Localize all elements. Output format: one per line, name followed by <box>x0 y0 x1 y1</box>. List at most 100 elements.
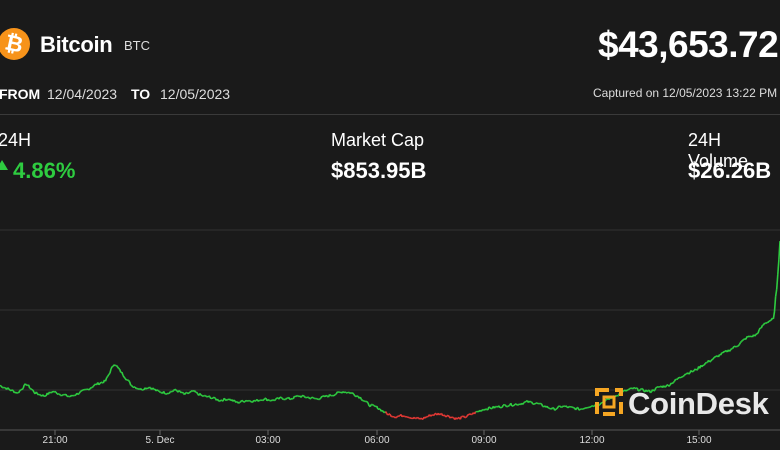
price-line-segment <box>233 399 236 402</box>
price-line-segment <box>202 394 205 398</box>
price-line-segment <box>36 393 40 396</box>
price-line-segment <box>308 396 311 400</box>
price-line-segment <box>469 413 472 416</box>
current-price: $43,653.72 <box>598 24 779 65</box>
price-line-segment <box>319 397 322 400</box>
price-line-segment <box>234 400 237 403</box>
price-line-segment <box>22 384 25 389</box>
price-line-segment <box>105 375 109 379</box>
price-line-segment <box>300 395 303 398</box>
price-line-segment <box>415 416 419 419</box>
price-line-segment <box>88 388 91 391</box>
price-line-segment <box>79 390 82 393</box>
price-line-segment <box>116 366 120 369</box>
price-line-segment <box>191 389 194 392</box>
price-line-segment <box>482 408 485 411</box>
price-line-segment <box>174 388 177 391</box>
market-cap-label: Market Cap <box>331 130 425 150</box>
price-line-segment <box>127 379 129 382</box>
price-line-segment <box>10 389 13 392</box>
price-line-segment <box>136 387 139 390</box>
price-line-segment <box>123 376 126 380</box>
price-line-segment <box>91 385 94 389</box>
price-line-segment <box>14 391 18 394</box>
price-line-segment <box>746 335 749 338</box>
price-line-segment <box>317 398 319 401</box>
price-line-segment <box>131 385 134 388</box>
price-line-segment <box>589 405 592 408</box>
price-line-segment <box>94 383 97 386</box>
price-line-segment <box>38 393 40 396</box>
price-line-segment <box>11 389 14 392</box>
price-line-segment <box>457 416 460 419</box>
price-line-segment <box>513 403 516 406</box>
price-line-segment <box>325 394 328 397</box>
price-line-segment <box>664 384 668 388</box>
price-line-segment <box>371 403 374 406</box>
price-line-segment <box>32 389 35 393</box>
price-line-segment <box>303 395 306 399</box>
price-line-segment <box>662 385 666 388</box>
price-line-segment <box>483 408 487 411</box>
price-line-segment <box>147 386 151 389</box>
price-line-segment <box>43 395 46 398</box>
price-line-segment <box>402 415 405 418</box>
price-line-segment <box>208 395 211 398</box>
price-line-segment <box>737 344 741 347</box>
price-line-segment <box>237 401 240 404</box>
price-line-segment <box>401 415 404 418</box>
price-line-segment <box>384 411 388 414</box>
price-line-segment <box>757 329 760 334</box>
price-line-segment <box>633 386 636 389</box>
price-line-segment <box>632 387 635 390</box>
price-line-segment <box>253 399 256 402</box>
price-line-segment <box>775 274 779 290</box>
price-line-segment <box>24 383 28 386</box>
price-line-segment <box>360 398 364 402</box>
price-line-segment <box>701 364 704 368</box>
range-to-date[interactable]: 12/05/2023 <box>160 86 231 102</box>
price-line-segment <box>560 406 563 409</box>
price-line-segment <box>565 405 568 408</box>
price-line-segment <box>187 392 190 395</box>
price-line-segment <box>58 393 62 396</box>
x-tick-label: 21:00 <box>42 435 67 446</box>
price-line-segment <box>152 387 155 390</box>
price-line-segment <box>413 416 416 420</box>
price-line-segment <box>181 391 185 394</box>
price-line-segment <box>209 396 212 400</box>
price-line-segment <box>655 386 658 389</box>
price-line-segment <box>328 393 332 397</box>
price-line-segment <box>445 415 448 418</box>
price-chart[interactable]: 21:00 5. Dec 03:00 06:00 09:00 12:00 15:00 <box>0 205 780 450</box>
price-line-segment <box>427 415 429 418</box>
price-line-segment <box>673 378 677 382</box>
price-line-segment <box>646 390 649 393</box>
price-line-segment <box>16 391 19 394</box>
price-line-segment <box>78 391 81 395</box>
price-line-segment <box>736 345 739 348</box>
price-line-segment <box>298 395 301 398</box>
price-line-segment <box>320 395 323 399</box>
price-line-segment <box>742 338 745 341</box>
price-line-segment <box>712 356 715 360</box>
price-line-segment <box>60 394 62 397</box>
price-line-segment <box>696 368 698 371</box>
price-line-segment <box>241 399 244 402</box>
x-tick-label: 12:00 <box>579 435 604 446</box>
price-line-segment <box>121 371 124 376</box>
price-line-segment <box>447 414 450 418</box>
x-axis-ticks: 21:00 5. Dec 03:00 06:00 09:00 12:00 15:00 <box>42 430 712 446</box>
range-from-date[interactable]: 12/04/2023 <box>47 86 118 102</box>
price-line-segment <box>651 389 655 392</box>
price-line-segment <box>242 400 245 403</box>
price-line-segment <box>732 345 735 349</box>
x-tick-label: 03:00 <box>255 435 280 446</box>
price-line-segment <box>35 391 39 395</box>
price-line-segment <box>387 413 390 416</box>
price-line-segment <box>373 404 375 407</box>
price-line-segment <box>352 392 355 395</box>
price-line-segment <box>438 413 441 416</box>
price-line-segment <box>449 416 453 419</box>
price-line-segment <box>382 411 386 414</box>
